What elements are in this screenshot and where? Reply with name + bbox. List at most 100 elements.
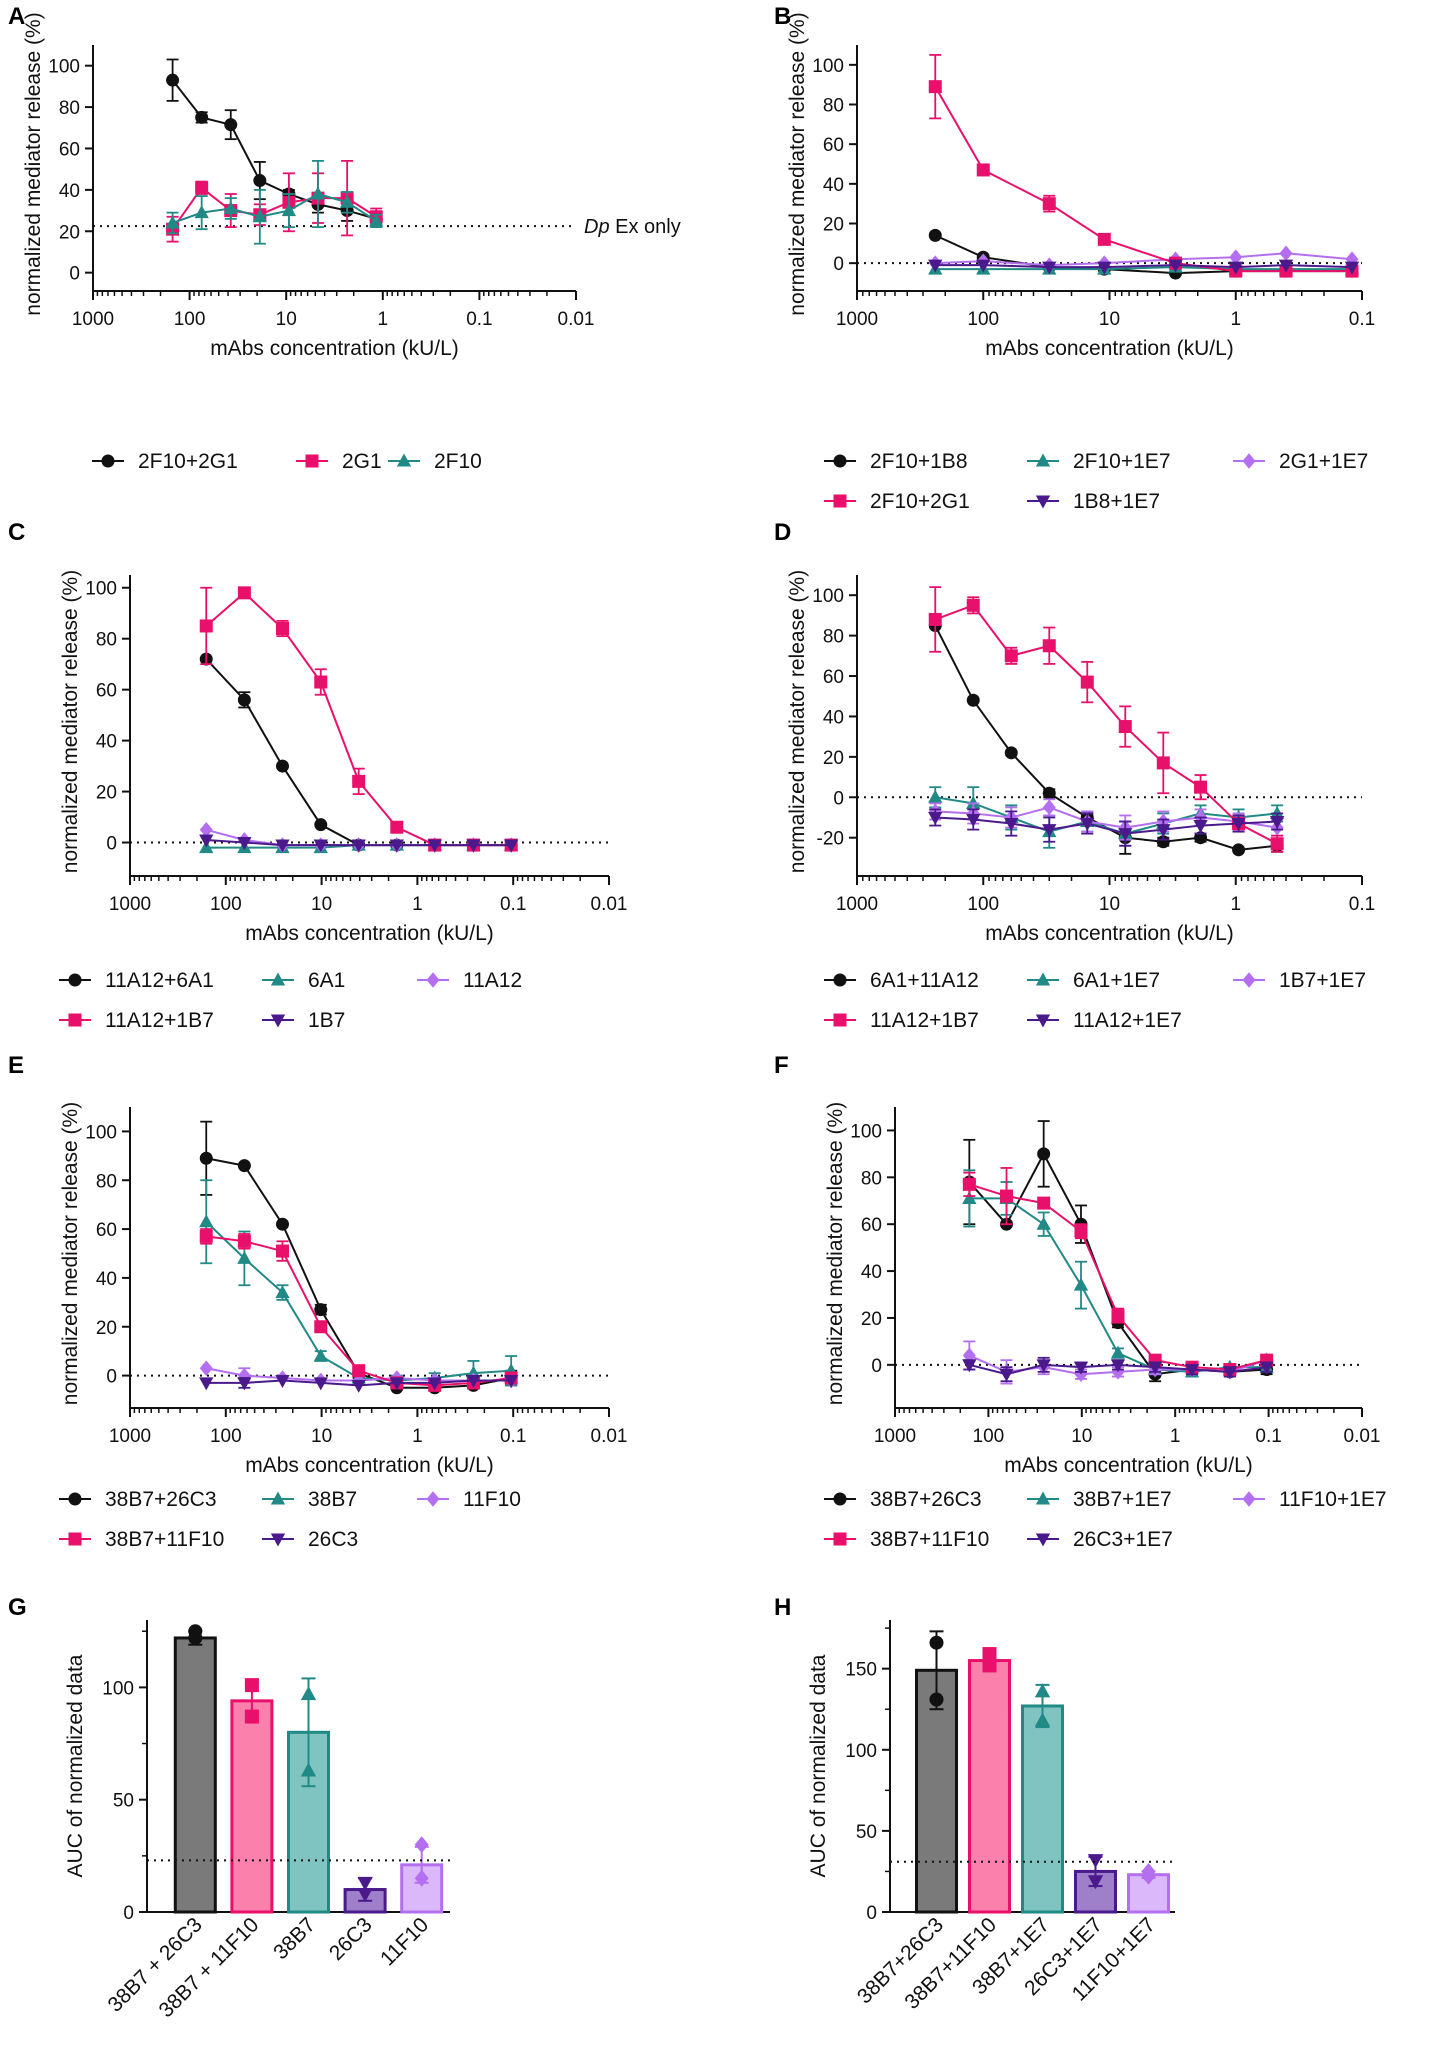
legend-marker [396, 453, 412, 467]
series-11a12-1b7 [199, 586, 518, 852]
series-line [935, 264, 1353, 269]
panel-h: H 0 50 100 150 AUC of normalized data 38B7+26C… [774, 1594, 1175, 2014]
series-11a12-1b7 [928, 586, 1284, 853]
legend-item: 11A12+1B7 [59, 1009, 214, 1032]
legend-item: 2F10 [388, 450, 482, 473]
legend-marker [270, 972, 286, 986]
data-point [1111, 1309, 1125, 1323]
x-axis-title: mAbs concentration (kU/L) [245, 922, 494, 945]
data-point [1110, 1359, 1126, 1373]
x-tick-label: 10 [311, 894, 332, 915]
panel-letter: B [774, 3, 791, 30]
data-point [275, 622, 289, 636]
x-tick-label: 100 [174, 309, 206, 330]
y-tick-label: 100 [850, 1121, 882, 1142]
legend-item: 2F10+2G1 [92, 450, 238, 473]
y-tick-label: -20 [817, 829, 844, 850]
bar-group: 26C3 [325, 1876, 387, 1965]
x-tick-label: 10 [1071, 1426, 1092, 1447]
x-tick-label: 0.01 [591, 1426, 628, 1447]
x-tick-label: 0.1 [1255, 1426, 1281, 1447]
legend-item: 11A12+1E7 [1027, 1009, 1182, 1032]
data-point [466, 839, 481, 853]
data-point [237, 836, 252, 850]
data-point [1184, 1364, 1200, 1378]
legend-item: 2G1+1E7 [1233, 450, 1368, 473]
series-line [934, 86, 1353, 273]
data-point [1269, 815, 1285, 829]
legend-marker [1035, 1014, 1051, 1028]
data-point [352, 1364, 366, 1378]
legend-item: 26C3+1E7 [1027, 1528, 1173, 1551]
data-point [1269, 805, 1285, 819]
legend-item: 26C3 [262, 1528, 358, 1551]
legend-label: 26C3+1E7 [1073, 1528, 1173, 1551]
legend-label: 2F10+2G1 [138, 450, 238, 473]
data-point [252, 209, 267, 223]
legend-marker [270, 1491, 286, 1505]
panel-letter: C [8, 519, 25, 546]
y-axis-title: normalized mediator release (%) [59, 1102, 82, 1405]
y-axis-title: normalized mediator release (%) [59, 570, 82, 873]
data-point [275, 1217, 289, 1231]
data-point [966, 813, 981, 827]
panel-letter: A [8, 3, 25, 30]
series-11a12-6a1 [199, 652, 518, 852]
series-line [935, 252, 1353, 267]
data-point [928, 612, 942, 626]
x-axis-title: mAbs concentration (kU/L) [245, 1454, 494, 1477]
x-tick-label: 10 [276, 309, 297, 330]
series-38b7-11f10 [962, 1167, 1274, 1377]
legend-label: 6A1+11A12 [870, 969, 979, 992]
data-point [199, 1214, 214, 1228]
data-point [1156, 756, 1170, 770]
data-point [165, 215, 180, 229]
data-point [1036, 1359, 1051, 1373]
legend-label: 11F10+1E7 [1279, 1488, 1387, 1511]
legend-label: 2F10+1E7 [1073, 450, 1171, 473]
y-tick-label: 100 [812, 586, 844, 607]
data-point [1042, 639, 1056, 653]
panel-c: C 0 20 40 60 80 100 1000 100 10 1 0.1 0.01 mAbs conce… [8, 519, 627, 1032]
data-point [928, 811, 943, 825]
legend-item: 11F10 [417, 1488, 521, 1511]
legend-label: 2G1 [342, 450, 382, 473]
data-point [390, 820, 404, 834]
x-tick-label: 100 [973, 1426, 1005, 1447]
legend-item: 1B7+1E7 [1233, 969, 1366, 992]
category-label: 26C3 [325, 1913, 377, 1965]
data-point [1270, 837, 1284, 851]
x-tick-label: 1000 [874, 1426, 916, 1447]
legend-marker [833, 494, 847, 508]
data-point [976, 163, 990, 177]
data-point [314, 675, 328, 689]
data-point [1156, 835, 1170, 849]
data-point [351, 1379, 366, 1393]
data-point [1034, 1683, 1051, 1698]
category-label: 11F10 [376, 1913, 433, 1970]
data-point [313, 1377, 328, 1391]
series-line [206, 1235, 512, 1387]
legend-marker [1035, 1533, 1051, 1547]
legend-marker [68, 1492, 82, 1506]
y-tick-label: 100 [812, 56, 844, 77]
legend-label: 11A12+6A1 [105, 969, 214, 992]
data-point [1193, 820, 1208, 834]
data-point [1141, 1867, 1156, 1885]
y-tick-label: 60 [861, 1215, 882, 1236]
legend-item: 11A12 [417, 969, 522, 992]
bar [400, 1863, 444, 1914]
legend-label: 38B7+11F10 [105, 1528, 224, 1551]
data-point [237, 586, 251, 600]
y-tick-label: 50 [113, 1791, 134, 1812]
data-point [237, 1377, 252, 1391]
y-tick-label: 100 [845, 1741, 877, 1762]
y-tick-label: 80 [96, 630, 117, 651]
data-point [275, 759, 289, 773]
y-tick-label: 100 [85, 579, 117, 600]
series-line [172, 192, 377, 224]
legend-item: 38B7 [262, 1488, 357, 1511]
panel-b: B 0 20 40 60 80 100 1000 100 10 1 0.1 mAbs concentra… [774, 3, 1375, 513]
legend-item: 2F10+2G1 [824, 490, 970, 513]
data-point [1156, 824, 1171, 838]
